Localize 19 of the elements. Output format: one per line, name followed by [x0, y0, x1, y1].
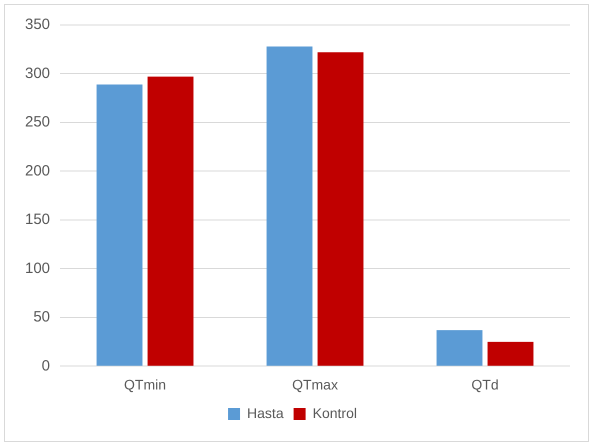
- x-tick-label: QTmin: [124, 376, 166, 392]
- bar: [266, 46, 312, 366]
- y-tick-label: 300: [24, 64, 50, 82]
- bar: [148, 76, 194, 366]
- bar: [96, 84, 142, 366]
- y-tick-label: 100: [24, 260, 50, 277]
- x-tick-label: QTmax: [292, 376, 338, 392]
- y-tick-label: 0: [42, 357, 50, 374]
- bar: [318, 52, 364, 366]
- y-tick-label: 350: [24, 16, 50, 34]
- y-tick-label: 50: [33, 308, 50, 326]
- legend-label: Kontrol: [312, 404, 357, 421]
- y-tick-label: 150: [24, 211, 50, 228]
- bar: [488, 342, 534, 366]
- x-tick-label: QTd: [471, 376, 499, 392]
- y-tick-label: 250: [24, 114, 50, 131]
- y-tick-label: 200: [24, 162, 50, 180]
- bar: [436, 330, 482, 366]
- legend-label: Hasta: [247, 404, 284, 421]
